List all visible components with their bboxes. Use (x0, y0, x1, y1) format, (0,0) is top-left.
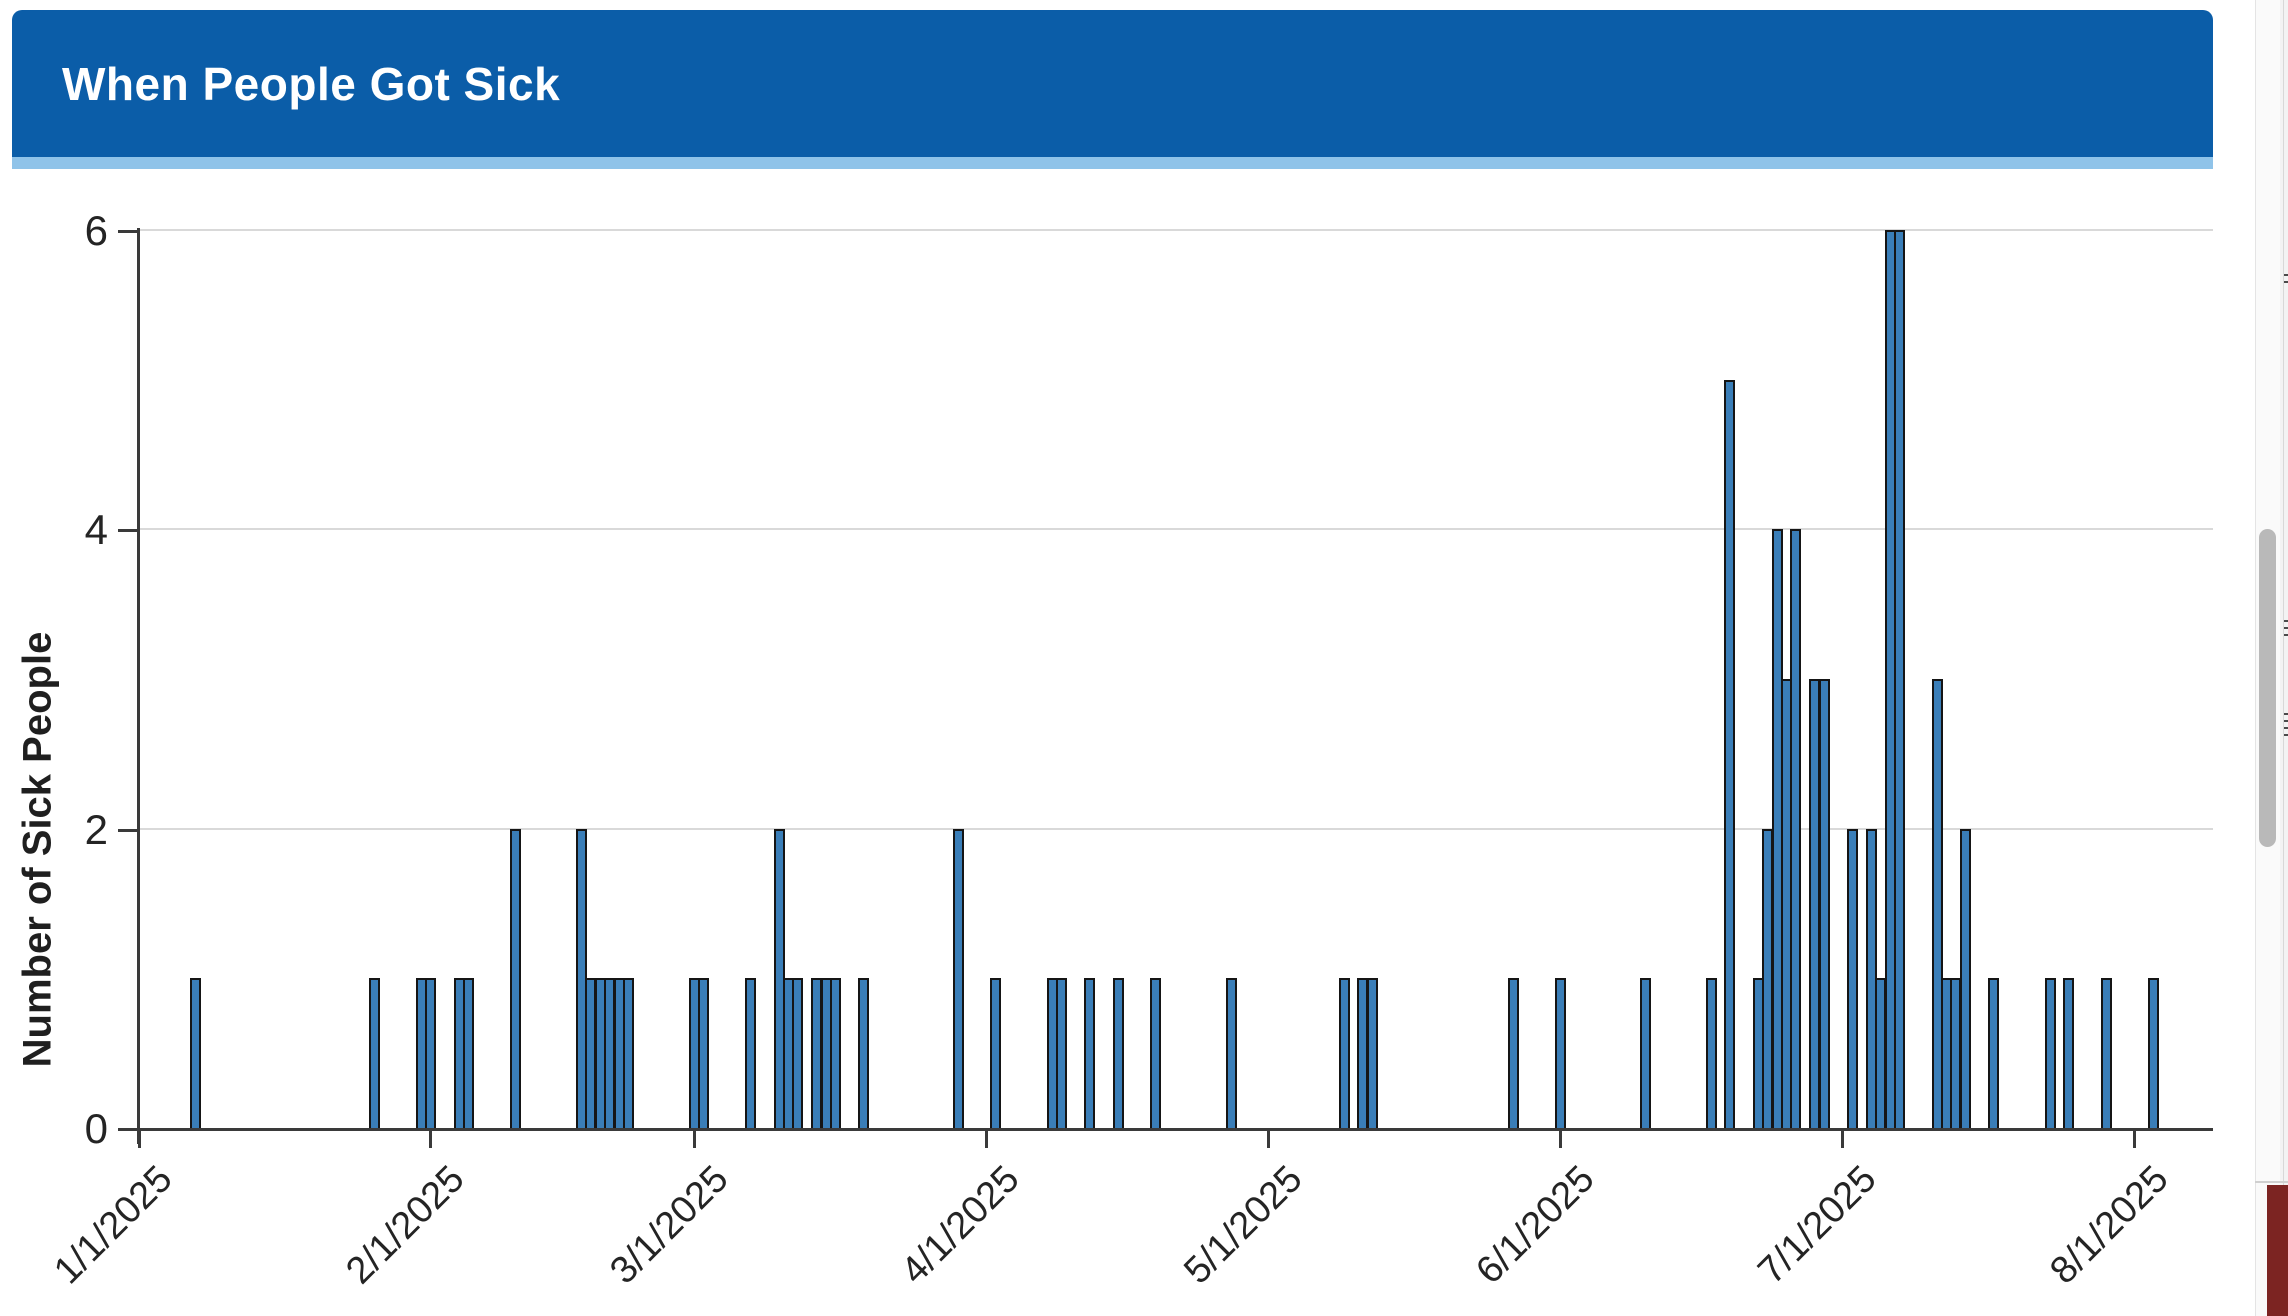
epi-curve-chart: 0 2 4 6 1/1/2025 2/1/2025 3/1/2025 4/1/2025 5/1/… (0, 169, 2256, 1316)
y-gridline (139, 528, 2213, 531)
case-count-bar (1790, 529, 1802, 1128)
header-accent-strip (12, 157, 2213, 169)
x-tick-label: 4/1/2025 (893, 1158, 1028, 1293)
case-count-bar (1705, 978, 1717, 1128)
x-axis-line (137, 1128, 2213, 1131)
case-count-bar (1555, 978, 1567, 1128)
x-tick-label: 3/1/2025 (601, 1158, 737, 1293)
x-tick-mark (1559, 1130, 1563, 1148)
case-count-bar (830, 978, 842, 1128)
case-count-bar (1639, 978, 1651, 1128)
y-tick-label: 6 (84, 206, 108, 254)
case-count-bar (1084, 978, 1096, 1128)
case-count-bar (1112, 978, 1124, 1128)
clipped-text-fragment (2284, 713, 2288, 715)
case-count-bar (1988, 978, 2000, 1128)
x-tick-label: 8/1/2025 (2042, 1158, 2177, 1293)
case-count-bar (1724, 379, 1736, 1128)
scrollbar-track[interactable] (2255, 0, 2281, 1316)
clipped-text-fragment (2284, 274, 2288, 276)
case-count-bar (425, 978, 437, 1128)
x-tick-label: 6/1/2025 (1467, 1158, 1603, 1293)
x-tick-mark (1841, 1130, 1845, 1148)
case-count-bar (623, 978, 635, 1128)
case-count-bar (1225, 978, 1237, 1128)
clipped-text-fragment (2284, 720, 2288, 722)
case-count-bar (1959, 828, 1971, 1128)
y-gridline (139, 827, 2213, 830)
case-count-bar (698, 978, 710, 1128)
chart-title: When People Got Sick (62, 57, 561, 110)
y-tick-mark (118, 229, 137, 233)
case-count-bar (1893, 229, 1905, 1128)
case-count-bar (1507, 978, 1519, 1128)
x-tick-mark (984, 1130, 988, 1148)
clipped-text-fragment (2284, 281, 2288, 283)
x-tick-mark (2133, 1130, 2137, 1148)
clipped-text-fragment (2284, 734, 2288, 736)
clipped-content-block (2267, 1185, 2288, 1316)
clipped-text-fragment (2284, 627, 2288, 629)
chart-header-banner: When People Got Sick (12, 10, 2213, 157)
case-count-bar (510, 828, 522, 1128)
y-tick-mark (118, 1128, 137, 1131)
window-edge-strip (2280, 0, 2288, 1316)
case-count-bar (1865, 828, 1877, 1128)
x-tick-mark (429, 1130, 433, 1148)
case-count-bar (1931, 678, 1943, 1128)
case-count-bar (2044, 978, 2056, 1128)
x-tick-label: 1/1/2025 (46, 1158, 181, 1293)
scrollbar-thumb[interactable] (2259, 529, 2276, 847)
y-axis-line (137, 227, 140, 1144)
case-count-bar (792, 978, 804, 1128)
clipped-text-fragment (2284, 634, 2288, 636)
y-tick-mark (118, 529, 137, 533)
case-count-bar (575, 828, 587, 1128)
x-tick-label: 5/1/2025 (1176, 1158, 1311, 1293)
x-tick-mark (137, 1130, 141, 1148)
case-count-bar (1366, 978, 1378, 1128)
case-count-bar (1150, 978, 1162, 1128)
x-tick-mark (1267, 1130, 1271, 1148)
case-count-bar (1818, 678, 1830, 1128)
case-count-bar (189, 978, 201, 1128)
y-tick-label: 2 (84, 805, 108, 853)
case-count-bar (773, 828, 785, 1128)
case-count-bar (368, 978, 380, 1128)
y-tick-mark (118, 828, 137, 832)
gutter-divider-line (2255, 1181, 2288, 1183)
y-tick-label: 0 (84, 1105, 108, 1152)
case-count-bar (2063, 978, 2075, 1128)
case-count-bar (1846, 828, 1858, 1128)
case-count-bar (990, 978, 1002, 1128)
y-gridline (139, 228, 2213, 231)
x-tick-mark (692, 1130, 696, 1148)
y-axis-title: Number of Sick People (15, 631, 60, 1068)
case-count-bar (462, 978, 474, 1128)
case-count-bar (858, 978, 870, 1128)
window-edge-divider (2283, 0, 2284, 1316)
case-count-bar (745, 978, 757, 1128)
clipped-text-fragment (2284, 620, 2288, 622)
x-tick-label: 2/1/2025 (338, 1158, 473, 1293)
case-count-bar (1056, 978, 1068, 1128)
y-tick-label: 4 (84, 506, 108, 554)
clipped-text-fragment (2284, 727, 2288, 729)
case-count-bar (2101, 978, 2113, 1128)
case-count-bar (952, 828, 964, 1128)
case-count-bar (2148, 978, 2160, 1128)
case-count-bar (1338, 978, 1350, 1128)
x-tick-label: 7/1/2025 (1750, 1158, 1885, 1293)
